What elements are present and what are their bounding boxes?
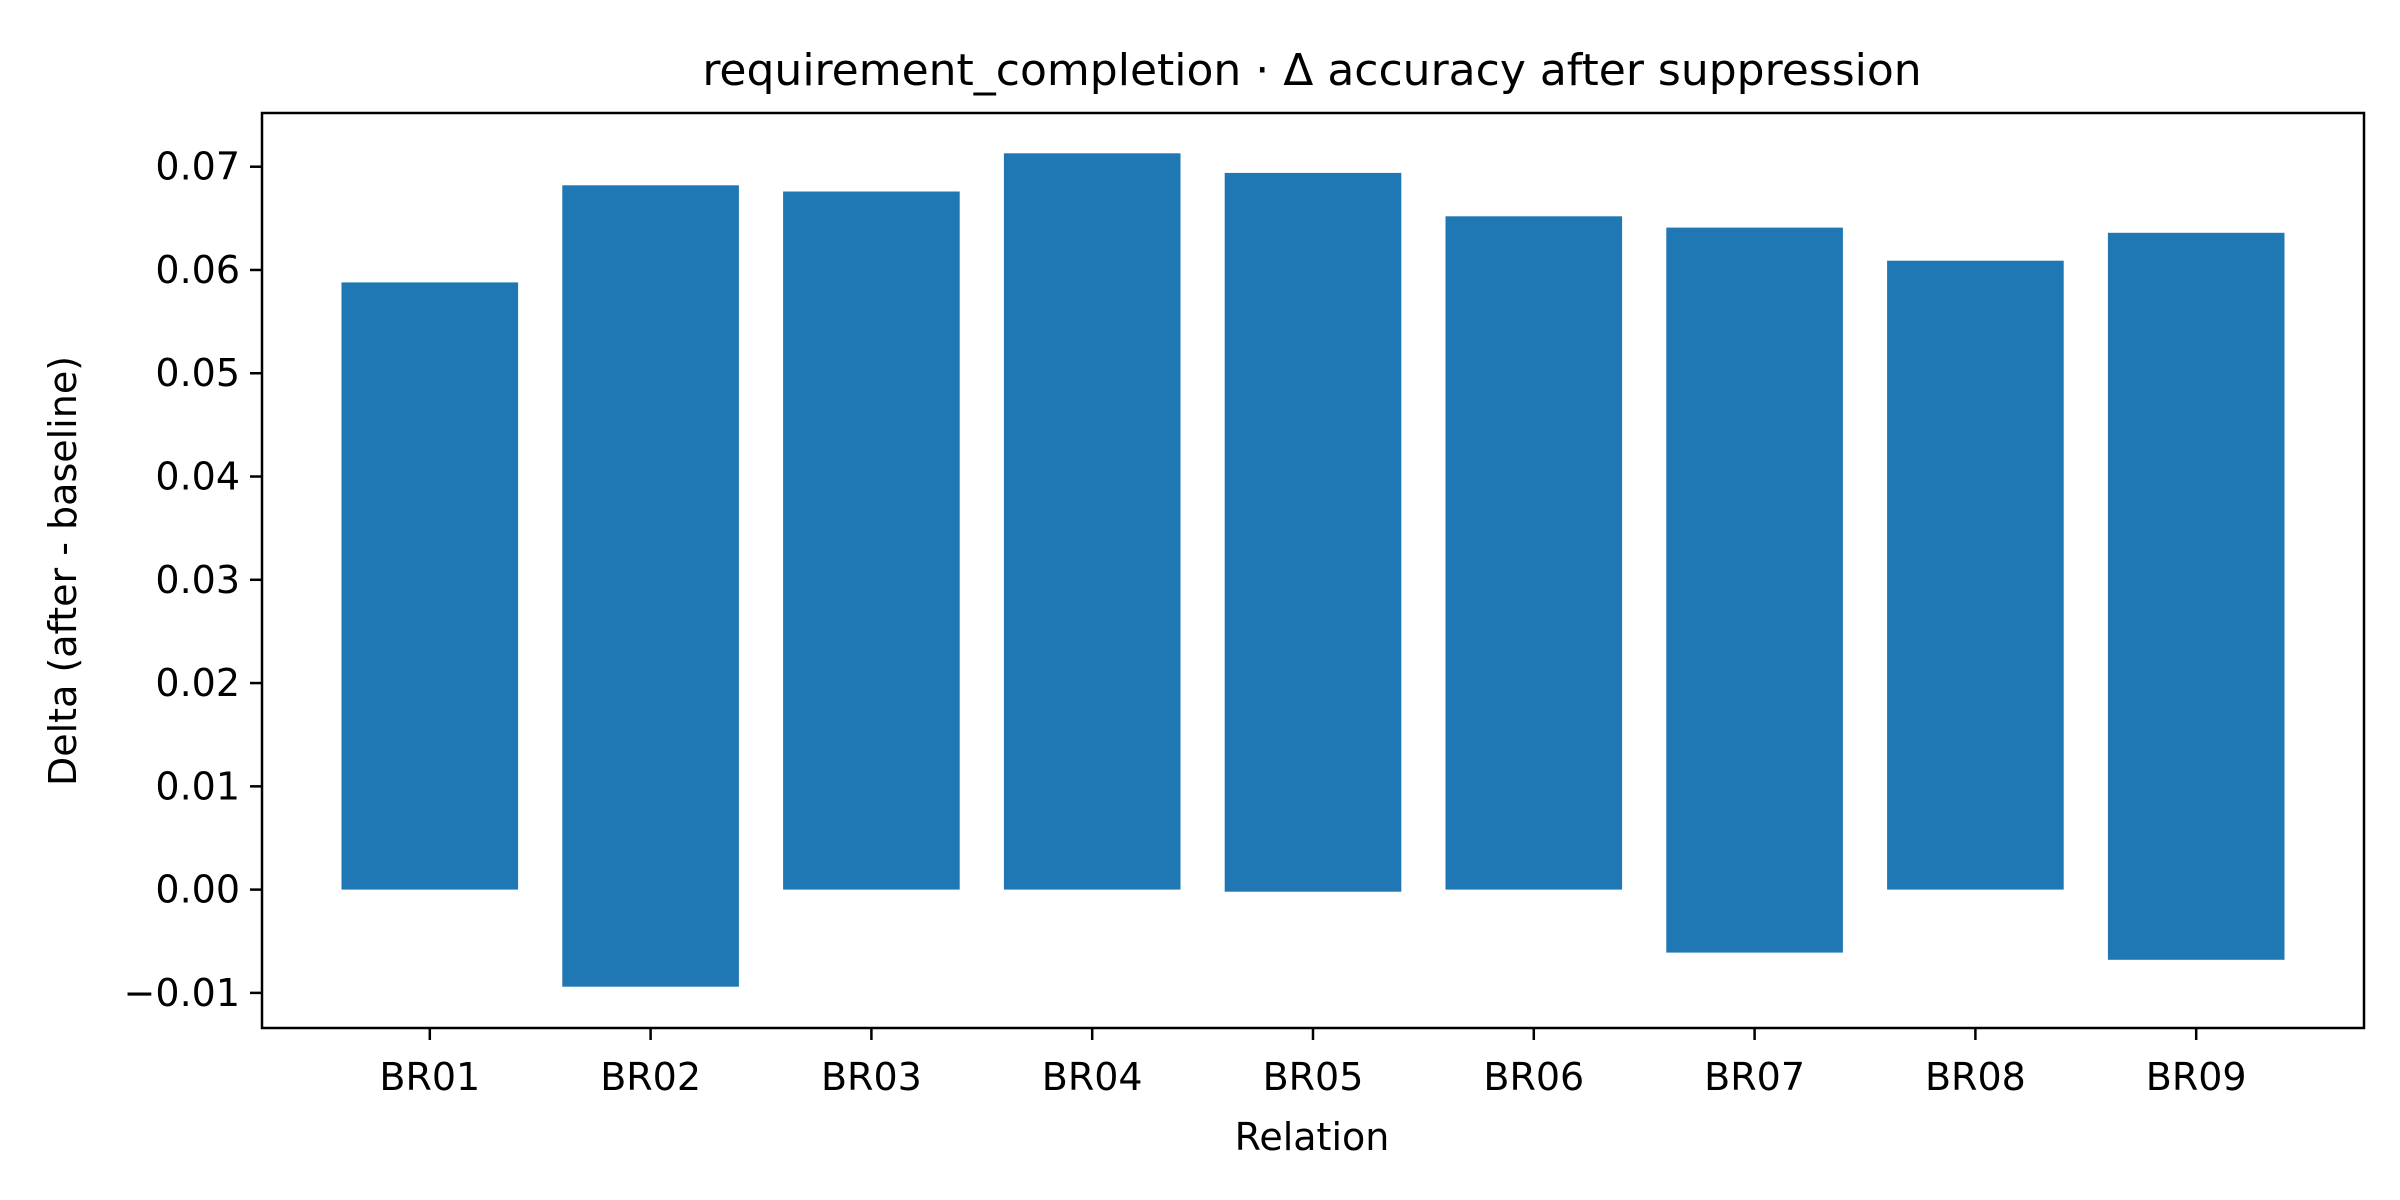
- x-tick-label: BR07: [1704, 1055, 1805, 1099]
- bar-br01: [341, 282, 519, 890]
- x-tick-label: BR04: [1042, 1055, 1143, 1099]
- x-tick-label: BR08: [1925, 1055, 2026, 1099]
- x-tick-label: BR01: [379, 1055, 480, 1099]
- y-tick-label: −0.01: [124, 971, 240, 1015]
- x-tick-label: BR02: [600, 1055, 701, 1099]
- y-tick-label: 0.06: [155, 248, 240, 292]
- y-tick-label: 0.02: [155, 661, 240, 705]
- bar-br04: [1003, 153, 1181, 890]
- x-tick-label: BR09: [2146, 1055, 2247, 1099]
- y-tick-label: 0.00: [155, 868, 240, 912]
- x-axis-ticks: BR01 BR02 BR03 BR04 BR05 BR06 BR07 BR08 BR09: [379, 1028, 2247, 1099]
- bar-br02: [562, 185, 739, 987]
- y-tick-label: 0.07: [155, 145, 240, 189]
- y-axis-ticks: −0.01 0.00 0.01 0.02 0.03 0.04 0.05 0.06 0.07: [124, 145, 262, 1015]
- y-tick-label: 0.01: [155, 764, 240, 808]
- bar-br08: [1887, 260, 2064, 890]
- bar-br05: [1224, 172, 1402, 892]
- chart-title: requirement_completion · Δ accuracy afte…: [702, 45, 1921, 96]
- x-tick-label: BR06: [1483, 1055, 1584, 1099]
- bar-br06: [1445, 216, 1623, 890]
- y-tick-label: 0.04: [155, 455, 240, 499]
- bars: [341, 153, 2285, 987]
- x-tick-label: BR03: [821, 1055, 922, 1099]
- bar-br09: [2107, 232, 2285, 960]
- x-axis-label: Relation: [1235, 1115, 1390, 1159]
- bar-br03: [783, 191, 960, 890]
- y-tick-label: 0.03: [155, 558, 240, 602]
- plot-frame: [260, 111, 2366, 1030]
- y-tick-label: 0.05: [155, 351, 240, 395]
- y-axis-label: Delta (after - baseline): [41, 356, 85, 786]
- bar-br07: [1666, 227, 1843, 953]
- x-tick-label: BR05: [1263, 1055, 1364, 1099]
